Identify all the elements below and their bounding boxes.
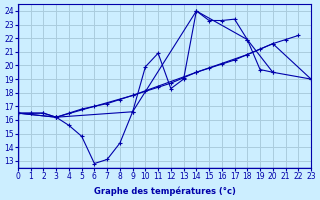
- X-axis label: Graphe des températures (°c): Graphe des températures (°c): [93, 186, 236, 196]
